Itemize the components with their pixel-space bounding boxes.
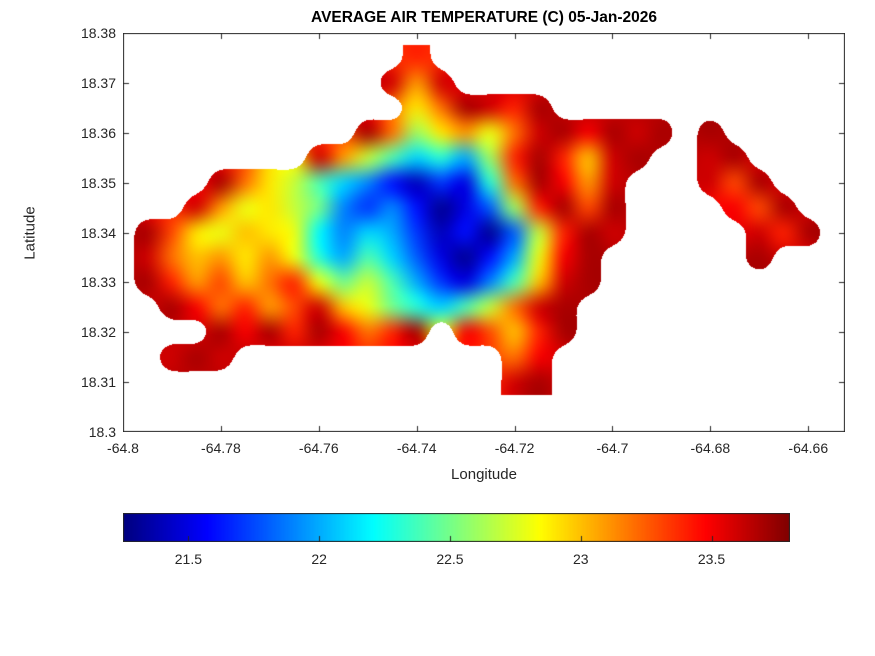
- y-tick-label: 18.37: [80, 74, 116, 91]
- x-tick-label: -64.7: [596, 440, 629, 456]
- x-tick-label: -64.74: [396, 440, 437, 456]
- y-axis-label: Latitude: [21, 205, 39, 260]
- y-tick-label: 18.33: [80, 274, 116, 291]
- colorbar-tick-label: 23: [572, 551, 589, 567]
- y-tick-label: 18.3: [88, 424, 116, 440]
- colorbar-tick-label: 22.5: [436, 551, 464, 567]
- y-tick-label: 18.32: [80, 324, 116, 341]
- heatmap-canvas: [123, 33, 845, 432]
- y-tick-label: 18.36: [80, 124, 116, 141]
- x-tick-label: -64.8: [107, 440, 139, 456]
- x-axis-label: Longitude: [451, 466, 517, 483]
- colorbar-tick-label: 21.5: [174, 551, 203, 567]
- y-tick-label: 18.31: [80, 374, 116, 391]
- x-tick-label: -64.76: [298, 440, 339, 456]
- x-tick-label: -64.72: [494, 440, 535, 456]
- x-tick-label: -64.68: [690, 440, 731, 456]
- colorbar-tick-label: 23.5: [697, 551, 726, 567]
- x-tick-label: -64.78: [201, 440, 241, 456]
- colorbar-canvas: [123, 513, 790, 542]
- chart-title: AVERAGE AIR TEMPERATURE (C) 05-Jan-2026: [311, 9, 657, 26]
- y-tick-label: 18.34: [80, 224, 116, 241]
- y-tick-label: 18.35: [80, 174, 116, 191]
- x-tick-label: -64.66: [788, 440, 829, 456]
- y-tick-label: 18.38: [80, 25, 116, 41]
- colorbar-tick-label: 22: [311, 551, 327, 567]
